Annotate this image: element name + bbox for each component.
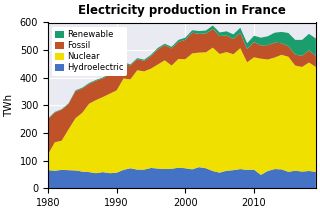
Legend: Renewable, Fossil, Nuclear, Hydroelectric: Renewable, Fossil, Nuclear, Hydroelectri… bbox=[52, 27, 127, 76]
Title: Electricity production in France: Electricity production in France bbox=[78, 4, 286, 17]
Y-axis label: TWh: TWh bbox=[4, 94, 14, 117]
